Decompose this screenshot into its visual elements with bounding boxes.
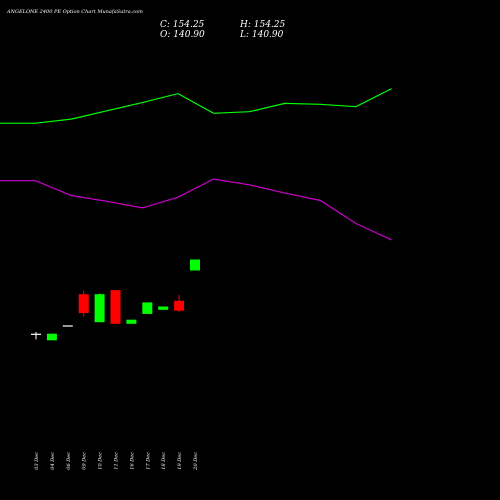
candles-group — [31, 259, 200, 341]
candle — [142, 302, 153, 314]
candle — [190, 259, 200, 271]
candle-body — [62, 325, 73, 327]
x-tick-label: 04 Dec — [50, 452, 56, 470]
candle-body — [142, 302, 153, 314]
candle-body — [126, 319, 137, 324]
chart-title: ANGELONE 2400 PE Option Chart MunafaSutr… — [6, 9, 143, 15]
x-tick-label: 09 Dec — [82, 452, 88, 470]
candle — [78, 290, 89, 317]
close-label: C: 154.25 — [160, 20, 205, 30]
x-tick-label: 03 Dec — [34, 452, 40, 470]
candle — [158, 306, 169, 310]
candle-body — [46, 333, 57, 341]
candle — [94, 293, 105, 323]
candle — [31, 332, 41, 340]
candle-body — [78, 294, 89, 314]
x-tick-label: 11 Dec — [114, 452, 120, 470]
x-tick-label: 17 Dec — [145, 452, 151, 470]
candle-body — [158, 306, 169, 310]
high-label: H: 154.25 — [239, 20, 286, 30]
candle — [174, 295, 185, 313]
open-label: O: 140.90 — [160, 30, 205, 40]
lower-band-line — [0, 178, 392, 241]
candle-body — [110, 290, 121, 324]
x-tick-label: 18 Dec — [161, 452, 167, 470]
candle — [110, 290, 121, 324]
x-tick-label: 19 Dec — [177, 452, 183, 470]
candle — [126, 319, 137, 324]
candle-body — [94, 294, 105, 323]
x-axis-ticks: 03 Dec 04 Dec 06 Dec 09 Dec 10 Dec 11 Dec 16 D… — [34, 452, 199, 471]
low-label: L: 140.90 — [239, 30, 284, 40]
x-tick-label: 06 Dec — [66, 452, 72, 470]
upper-band-line — [0, 88, 392, 124]
candle-body — [31, 333, 41, 335]
candle — [62, 325, 73, 327]
x-tick-label: 10 Dec — [98, 452, 104, 470]
x-tick-label: 20 Dec — [193, 452, 199, 471]
candle-body — [190, 259, 200, 271]
candle-body — [174, 300, 185, 311]
x-tick-label: 16 Dec — [129, 452, 135, 470]
candle — [46, 333, 57, 341]
